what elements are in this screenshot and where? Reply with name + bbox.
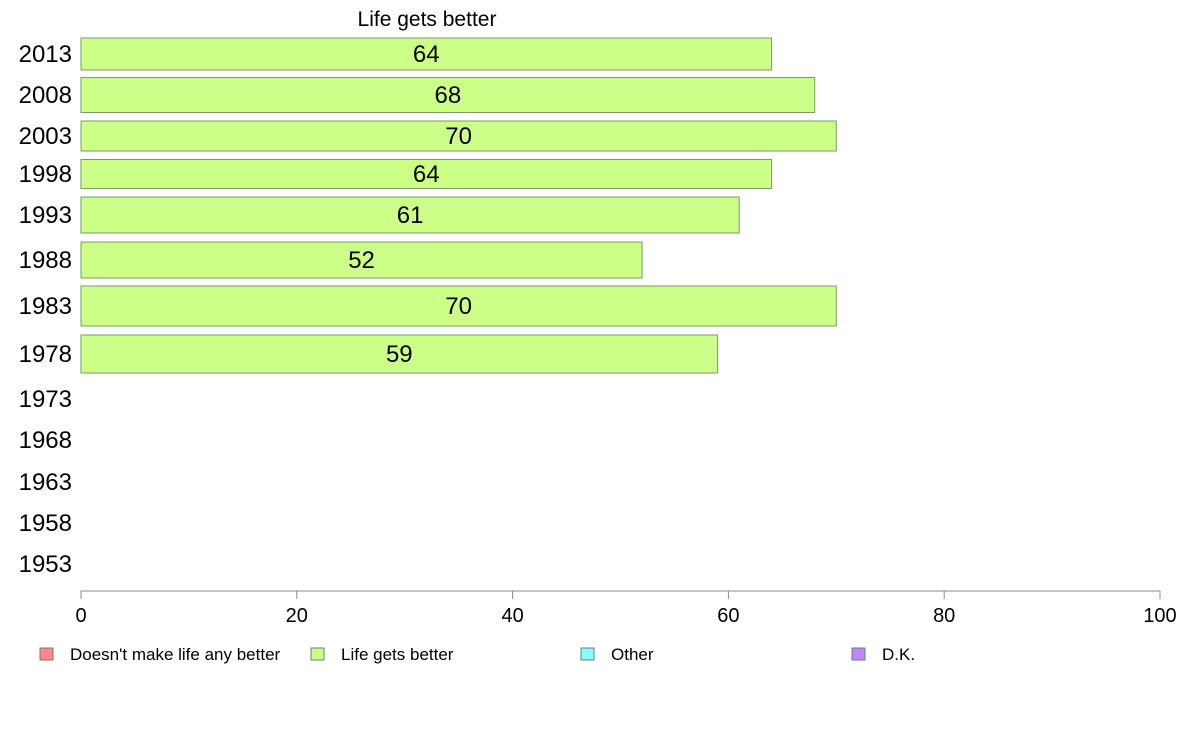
x-axis: 0 20 40 60 80 100	[75, 590, 1177, 627]
y-tick-label: 1988	[19, 247, 72, 274]
x-tick-label: 40	[501, 605, 523, 627]
legend-label: Life gets better	[341, 645, 454, 664]
bar	[80, 285, 837, 327]
y-tick-label: 1998	[19, 161, 72, 188]
legend-swatch	[39, 647, 54, 661]
bar	[80, 159, 773, 189]
y-tick-label: 1968	[19, 427, 72, 454]
bar	[80, 196, 740, 234]
bar-value-label: 52	[348, 247, 375, 274]
bar-value-label: 59	[386, 341, 413, 368]
bar	[80, 334, 719, 374]
bar-value-label: 61	[397, 202, 424, 229]
bar-value-label: 64	[413, 41, 440, 68]
y-axis-labels: 2013 2008 2003 1998 1993 1988 1983 1978 1973 1968…	[19, 41, 72, 578]
x-tick-label: 100	[1143, 605, 1176, 627]
legend-item: D.K.	[851, 645, 915, 664]
x-tick-label: 0	[75, 605, 86, 627]
bar	[80, 37, 773, 71]
legend-label: Doesn't make life any better	[70, 645, 281, 664]
legend-swatch	[310, 647, 325, 661]
x-tick-label: 80	[933, 605, 955, 627]
legend: Doesn't make life any better Life gets be…	[39, 645, 915, 664]
bar	[80, 120, 837, 152]
y-tick-label: 1958	[19, 510, 72, 537]
y-tick-label: 1978	[19, 341, 72, 368]
bar-value-label: 64	[413, 161, 440, 188]
y-tick-label: 2013	[19, 41, 72, 68]
bar-value-label: 70	[445, 123, 472, 150]
y-tick-label: 1973	[19, 386, 72, 413]
legend-swatch	[851, 647, 866, 661]
chart-title: Life gets better	[358, 8, 497, 31]
y-tick-label: 2008	[19, 82, 72, 109]
y-tick-label: 1993	[19, 202, 72, 229]
y-tick-label: 1953	[19, 551, 72, 578]
legend-item: Other	[580, 645, 654, 664]
bar	[80, 77, 816, 113]
legend-label: D.K.	[882, 645, 915, 664]
bar-value-label: 70	[445, 293, 472, 320]
x-tick-label: 20	[286, 605, 308, 627]
legend-item: Life gets better	[310, 645, 454, 664]
bar-value-label: 68	[435, 82, 462, 109]
legend-item: Doesn't make life any better	[39, 645, 281, 664]
legend-label: Other	[611, 645, 654, 664]
y-tick-label: 1983	[19, 293, 72, 320]
bar	[80, 241, 643, 279]
y-tick-label: 2003	[19, 123, 72, 150]
legend-swatch	[580, 647, 595, 661]
y-tick-label: 1963	[19, 469, 72, 496]
x-tick-label: 60	[717, 605, 739, 627]
